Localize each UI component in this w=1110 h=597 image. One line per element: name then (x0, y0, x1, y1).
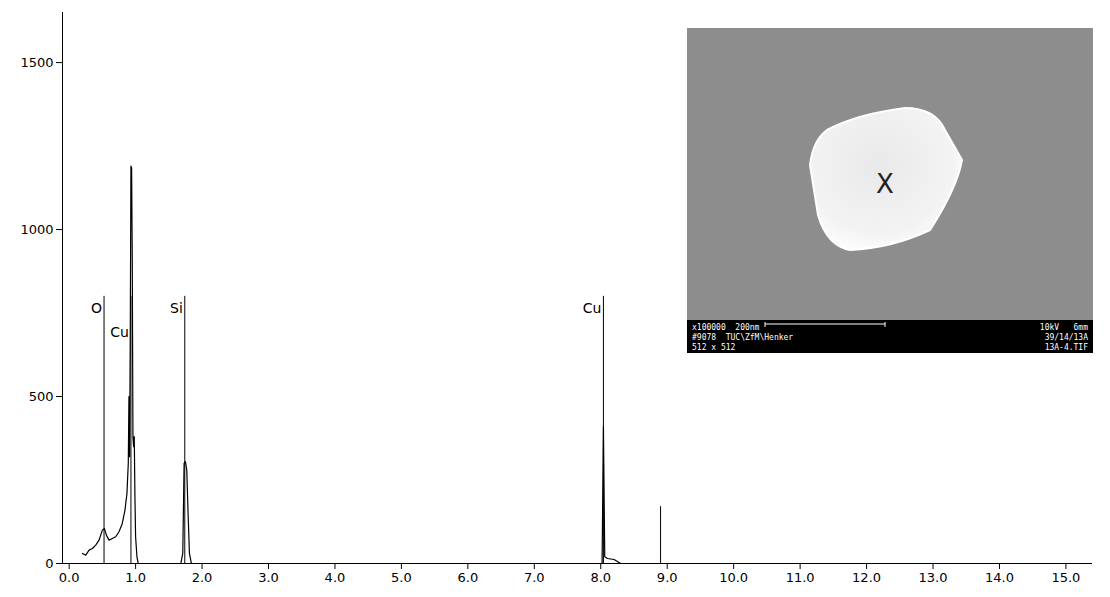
svg-text:9.0: 9.0 (657, 570, 678, 585)
svg-text:12.0: 12.0 (852, 570, 881, 585)
svg-text:11.0: 11.0 (786, 570, 815, 585)
svg-text:x100000 200nm: x100000 200nm (692, 323, 760, 332)
svg-text:Cu: Cu (583, 300, 602, 316)
svg-text:39/14/13A: 39/14/13A (1045, 333, 1089, 342)
svg-text:15.0: 15.0 (1051, 570, 1080, 585)
svg-text:0: 0 (45, 556, 53, 571)
svg-text:512 x 512: 512 x 512 (692, 343, 736, 352)
svg-text:10.0: 10.0 (719, 570, 748, 585)
svg-text:1.0: 1.0 (125, 570, 146, 585)
svg-text:1000: 1000 (20, 222, 53, 237)
svg-text:O: O (91, 300, 102, 316)
svg-text:#9078 TUC\ZfM\Henker: #9078 TUC\ZfM\Henker (692, 333, 793, 342)
svg-text:500: 500 (29, 389, 54, 404)
svg-text:4.0: 4.0 (325, 570, 346, 585)
svg-text:5.0: 5.0 (391, 570, 412, 585)
svg-text:13.0: 13.0 (919, 570, 948, 585)
svg-text:8.0: 8.0 (590, 570, 611, 585)
svg-text:2.0: 2.0 (192, 570, 213, 585)
svg-text:13A-4.TIF: 13A-4.TIF (1045, 343, 1089, 352)
svg-text:7.0: 7.0 (524, 570, 545, 585)
svg-text:3.0: 3.0 (258, 570, 279, 585)
svg-text:1500: 1500 (20, 55, 53, 70)
svg-text:6.0: 6.0 (458, 570, 479, 585)
svg-text:Cu: Cu (110, 324, 129, 340)
svg-text:0.0: 0.0 (59, 570, 80, 585)
svg-text:14.0: 14.0 (985, 570, 1014, 585)
svg-text:10kV 6mm: 10kV 6mm (1040, 323, 1088, 332)
svg-text:X: X (876, 169, 894, 199)
svg-text:Si: Si (170, 300, 183, 316)
